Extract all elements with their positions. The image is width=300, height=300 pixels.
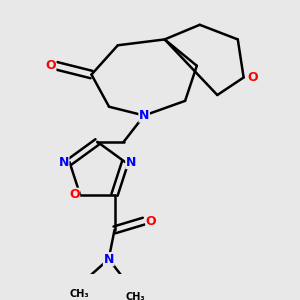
Text: N: N bbox=[103, 253, 114, 266]
Text: CH₃: CH₃ bbox=[70, 289, 89, 299]
Text: O: O bbox=[45, 59, 56, 72]
Text: N: N bbox=[139, 109, 149, 122]
Text: O: O bbox=[247, 71, 258, 84]
Text: O: O bbox=[69, 188, 80, 201]
Text: N: N bbox=[58, 156, 69, 169]
Text: O: O bbox=[146, 214, 156, 228]
Text: CH₃: CH₃ bbox=[125, 292, 145, 300]
Text: N: N bbox=[126, 156, 136, 169]
